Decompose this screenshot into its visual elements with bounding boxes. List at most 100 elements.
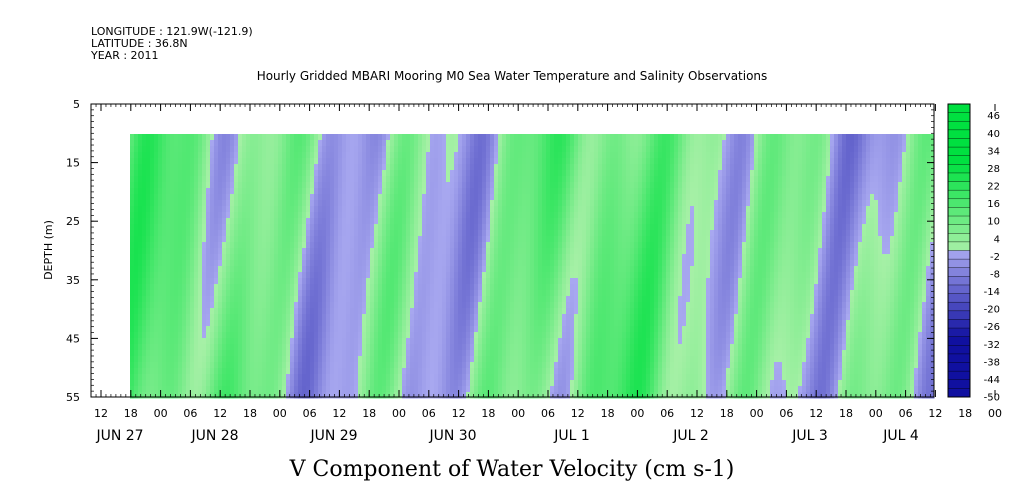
heatmap-cell [402, 266, 407, 273]
heatmap-cell [574, 356, 579, 363]
heatmap-cell [242, 338, 247, 345]
heatmap-cell [362, 146, 367, 153]
heatmap-cell [370, 350, 375, 357]
heatmap-cell [194, 302, 199, 309]
heatmap-cell [514, 260, 519, 267]
heatmap-cell [462, 344, 467, 351]
heatmap-cell [190, 230, 195, 237]
heatmap-cell [274, 206, 279, 213]
heatmap-cell [578, 314, 583, 321]
heatmap-cell [350, 350, 355, 357]
heatmap-cell [498, 170, 503, 177]
heatmap-cell [562, 164, 567, 171]
heatmap-cell [530, 332, 535, 339]
heatmap-cell [506, 314, 511, 321]
heatmap-cell [450, 182, 455, 189]
heatmap-cell [458, 242, 463, 249]
heatmap-cell [510, 152, 515, 159]
heatmap-cell [494, 194, 499, 201]
heatmap-cell [574, 206, 579, 213]
heatmap-cell [578, 320, 583, 327]
heatmap-cell [518, 296, 523, 303]
heatmap-cell [358, 182, 363, 189]
heatmap-cell [262, 230, 267, 237]
heatmap-cell [458, 134, 463, 141]
heatmap-cell [534, 338, 539, 345]
heatmap-cell [298, 338, 303, 345]
heatmap-cell [506, 350, 511, 357]
heatmap-cell [378, 266, 383, 273]
heatmap-cell [466, 266, 471, 273]
heatmap-cell [282, 218, 287, 225]
heatmap-cell [234, 212, 239, 219]
heatmap-cell [238, 308, 243, 315]
heatmap-cell [578, 386, 583, 393]
heatmap-cell [562, 176, 567, 183]
heatmap-cell [398, 338, 403, 345]
heatmap-cell [134, 254, 139, 261]
heatmap-cell [342, 380, 347, 387]
heatmap-cell [550, 140, 555, 147]
heatmap-cell [282, 350, 287, 357]
heatmap-cell [166, 266, 171, 273]
heatmap-cell [270, 392, 275, 399]
heatmap-cell [194, 164, 199, 171]
heatmap-cell [446, 146, 451, 153]
heatmap-cell [374, 248, 379, 255]
heatmap-cell [582, 242, 587, 249]
heatmap-cell [394, 308, 399, 315]
heatmap-cell [286, 332, 291, 339]
heatmap-cell [578, 206, 583, 213]
heatmap-cell [258, 182, 263, 189]
heatmap-cell [302, 158, 307, 165]
heatmap-cell [282, 278, 287, 285]
heatmap-cell [170, 368, 175, 375]
heatmap-cell [302, 350, 307, 357]
heatmap-cell [162, 356, 167, 363]
heatmap-cell [206, 224, 211, 231]
heatmap-cell [414, 218, 419, 225]
heatmap-cell [210, 218, 215, 225]
heatmap-cell [318, 200, 323, 207]
heatmap-cell [514, 344, 519, 351]
heatmap-cell [414, 152, 419, 159]
heatmap-cell [334, 290, 339, 297]
heatmap-cell [410, 158, 415, 165]
heatmap-cell [154, 176, 159, 183]
heatmap-cell [222, 248, 227, 255]
heatmap-cell [322, 212, 327, 219]
heatmap-cell [158, 374, 163, 381]
heatmap-cell [186, 164, 191, 171]
heatmap-cell [346, 212, 351, 219]
heatmap-cell [382, 278, 387, 285]
heatmap-cell [270, 134, 275, 141]
heatmap-cell [430, 392, 435, 399]
heatmap-cell [566, 140, 571, 147]
heatmap-cell [170, 152, 175, 159]
heatmap-cell [498, 230, 503, 237]
heatmap-cell [262, 188, 267, 195]
heatmap-cell [482, 302, 487, 309]
heatmap-cell [558, 290, 563, 297]
heatmap-cell [526, 314, 531, 321]
heatmap-cell [522, 152, 527, 159]
heatmap-cell [166, 314, 171, 321]
heatmap-cell [470, 140, 475, 147]
heatmap-cell [514, 206, 519, 213]
heatmap-cell [394, 392, 399, 399]
heatmap-cell [478, 236, 483, 243]
heatmap-cell [526, 146, 531, 153]
heatmap-cell [406, 314, 411, 321]
heatmap-cell [538, 200, 543, 207]
heatmap-cell [202, 350, 207, 357]
heatmap-cell [182, 182, 187, 189]
heatmap-cell [558, 230, 563, 237]
heatmap-cell [490, 254, 495, 261]
heatmap-cell [226, 368, 231, 375]
heatmap-cell [422, 146, 427, 153]
heatmap-cell [266, 368, 271, 375]
heatmap-cell [494, 356, 499, 363]
heatmap-cell [558, 134, 563, 141]
heatmap-cell [366, 218, 371, 225]
heatmap-cell [534, 188, 539, 195]
